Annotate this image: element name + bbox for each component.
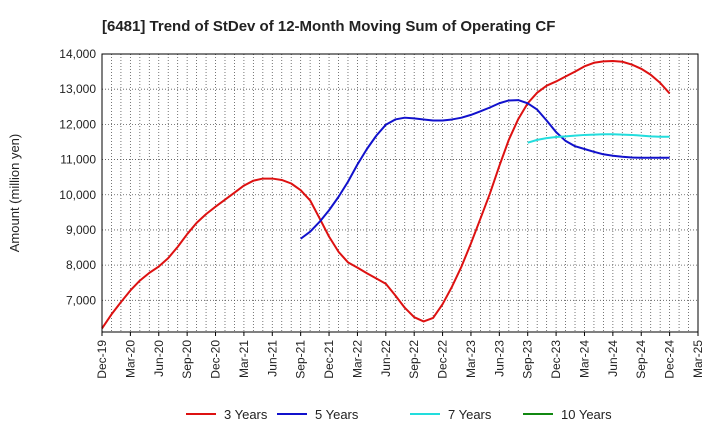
x-tick-label: Dec-19: [95, 340, 109, 379]
series-line-7-years: [527, 133, 670, 144]
x-axis-ticks: Dec-19 Mar-20 Jun-20 Sep-20 Dec-20 Mar-21 Jun-…: [95, 332, 705, 379]
y-tick-label: 14,000: [59, 47, 96, 61]
series-line-3-years: [101, 60, 671, 330]
x-tick-label: Dec-22: [436, 340, 450, 379]
x-tick-label: Sep-21: [294, 340, 308, 379]
legend-label-3-years: 3 Years: [224, 407, 268, 422]
legend-label-7-years: 7 Years: [448, 407, 492, 422]
legend-label-5-years: 5 Years: [315, 407, 359, 422]
x-tick-label: Sep-24: [634, 340, 648, 379]
plot-area: [102, 54, 698, 332]
series-layer: [101, 60, 671, 330]
plot-frame: [101, 53, 699, 333]
x-tick-label: Jun-23: [492, 340, 506, 377]
x-tick-label: Mar-23: [464, 340, 478, 378]
y-tick-label: 12,000: [59, 117, 96, 131]
y-axis-ticks: 7,000 8,000 9,000 10,000 11,000 12,000 13,000 1…: [59, 47, 96, 307]
x-tick-label: Sep-22: [407, 340, 421, 379]
x-tick-label: Mar-21: [237, 340, 251, 378]
y-tick-label: 11,000: [60, 153, 96, 167]
x-tick-label: Sep-20: [180, 340, 194, 379]
y-tick-label: 13,000: [59, 82, 96, 96]
legend-label-10-years: 10 Years: [561, 407, 612, 422]
x-tick-label: Mar-25: [691, 340, 705, 378]
y-tick-label: 7,000: [66, 293, 96, 307]
y-tick-label: 8,000: [66, 258, 96, 272]
x-tick-label: Mar-22: [350, 340, 364, 378]
x-tick-label: Jun-21: [265, 340, 279, 377]
legend: 3 Years 5 Years 7 Years 10 Years: [186, 407, 612, 422]
x-tick-label: Dec-23: [549, 340, 563, 379]
y-tick-label: 10,000: [59, 188, 96, 202]
x-tick-label: Jun-20: [152, 340, 166, 377]
x-tick-label: Mar-24: [577, 340, 591, 378]
series-line-5-years: [300, 99, 670, 240]
x-tick-label: Jun-22: [379, 340, 393, 377]
x-tick-label: Dec-24: [663, 340, 677, 379]
y-axis-label: Amount (million yen): [7, 134, 22, 253]
chart-title: [6481] Trend of StDev of 12-Month Moving…: [102, 18, 555, 35]
x-tick-label: Dec-21: [322, 340, 336, 379]
x-tick-label: Mar-20: [123, 340, 137, 378]
x-tick-label: Jun-24: [606, 340, 620, 377]
y-tick-label: 9,000: [66, 223, 96, 237]
x-tick-label: Sep-23: [521, 340, 535, 379]
x-tick-label: Dec-20: [209, 340, 223, 379]
